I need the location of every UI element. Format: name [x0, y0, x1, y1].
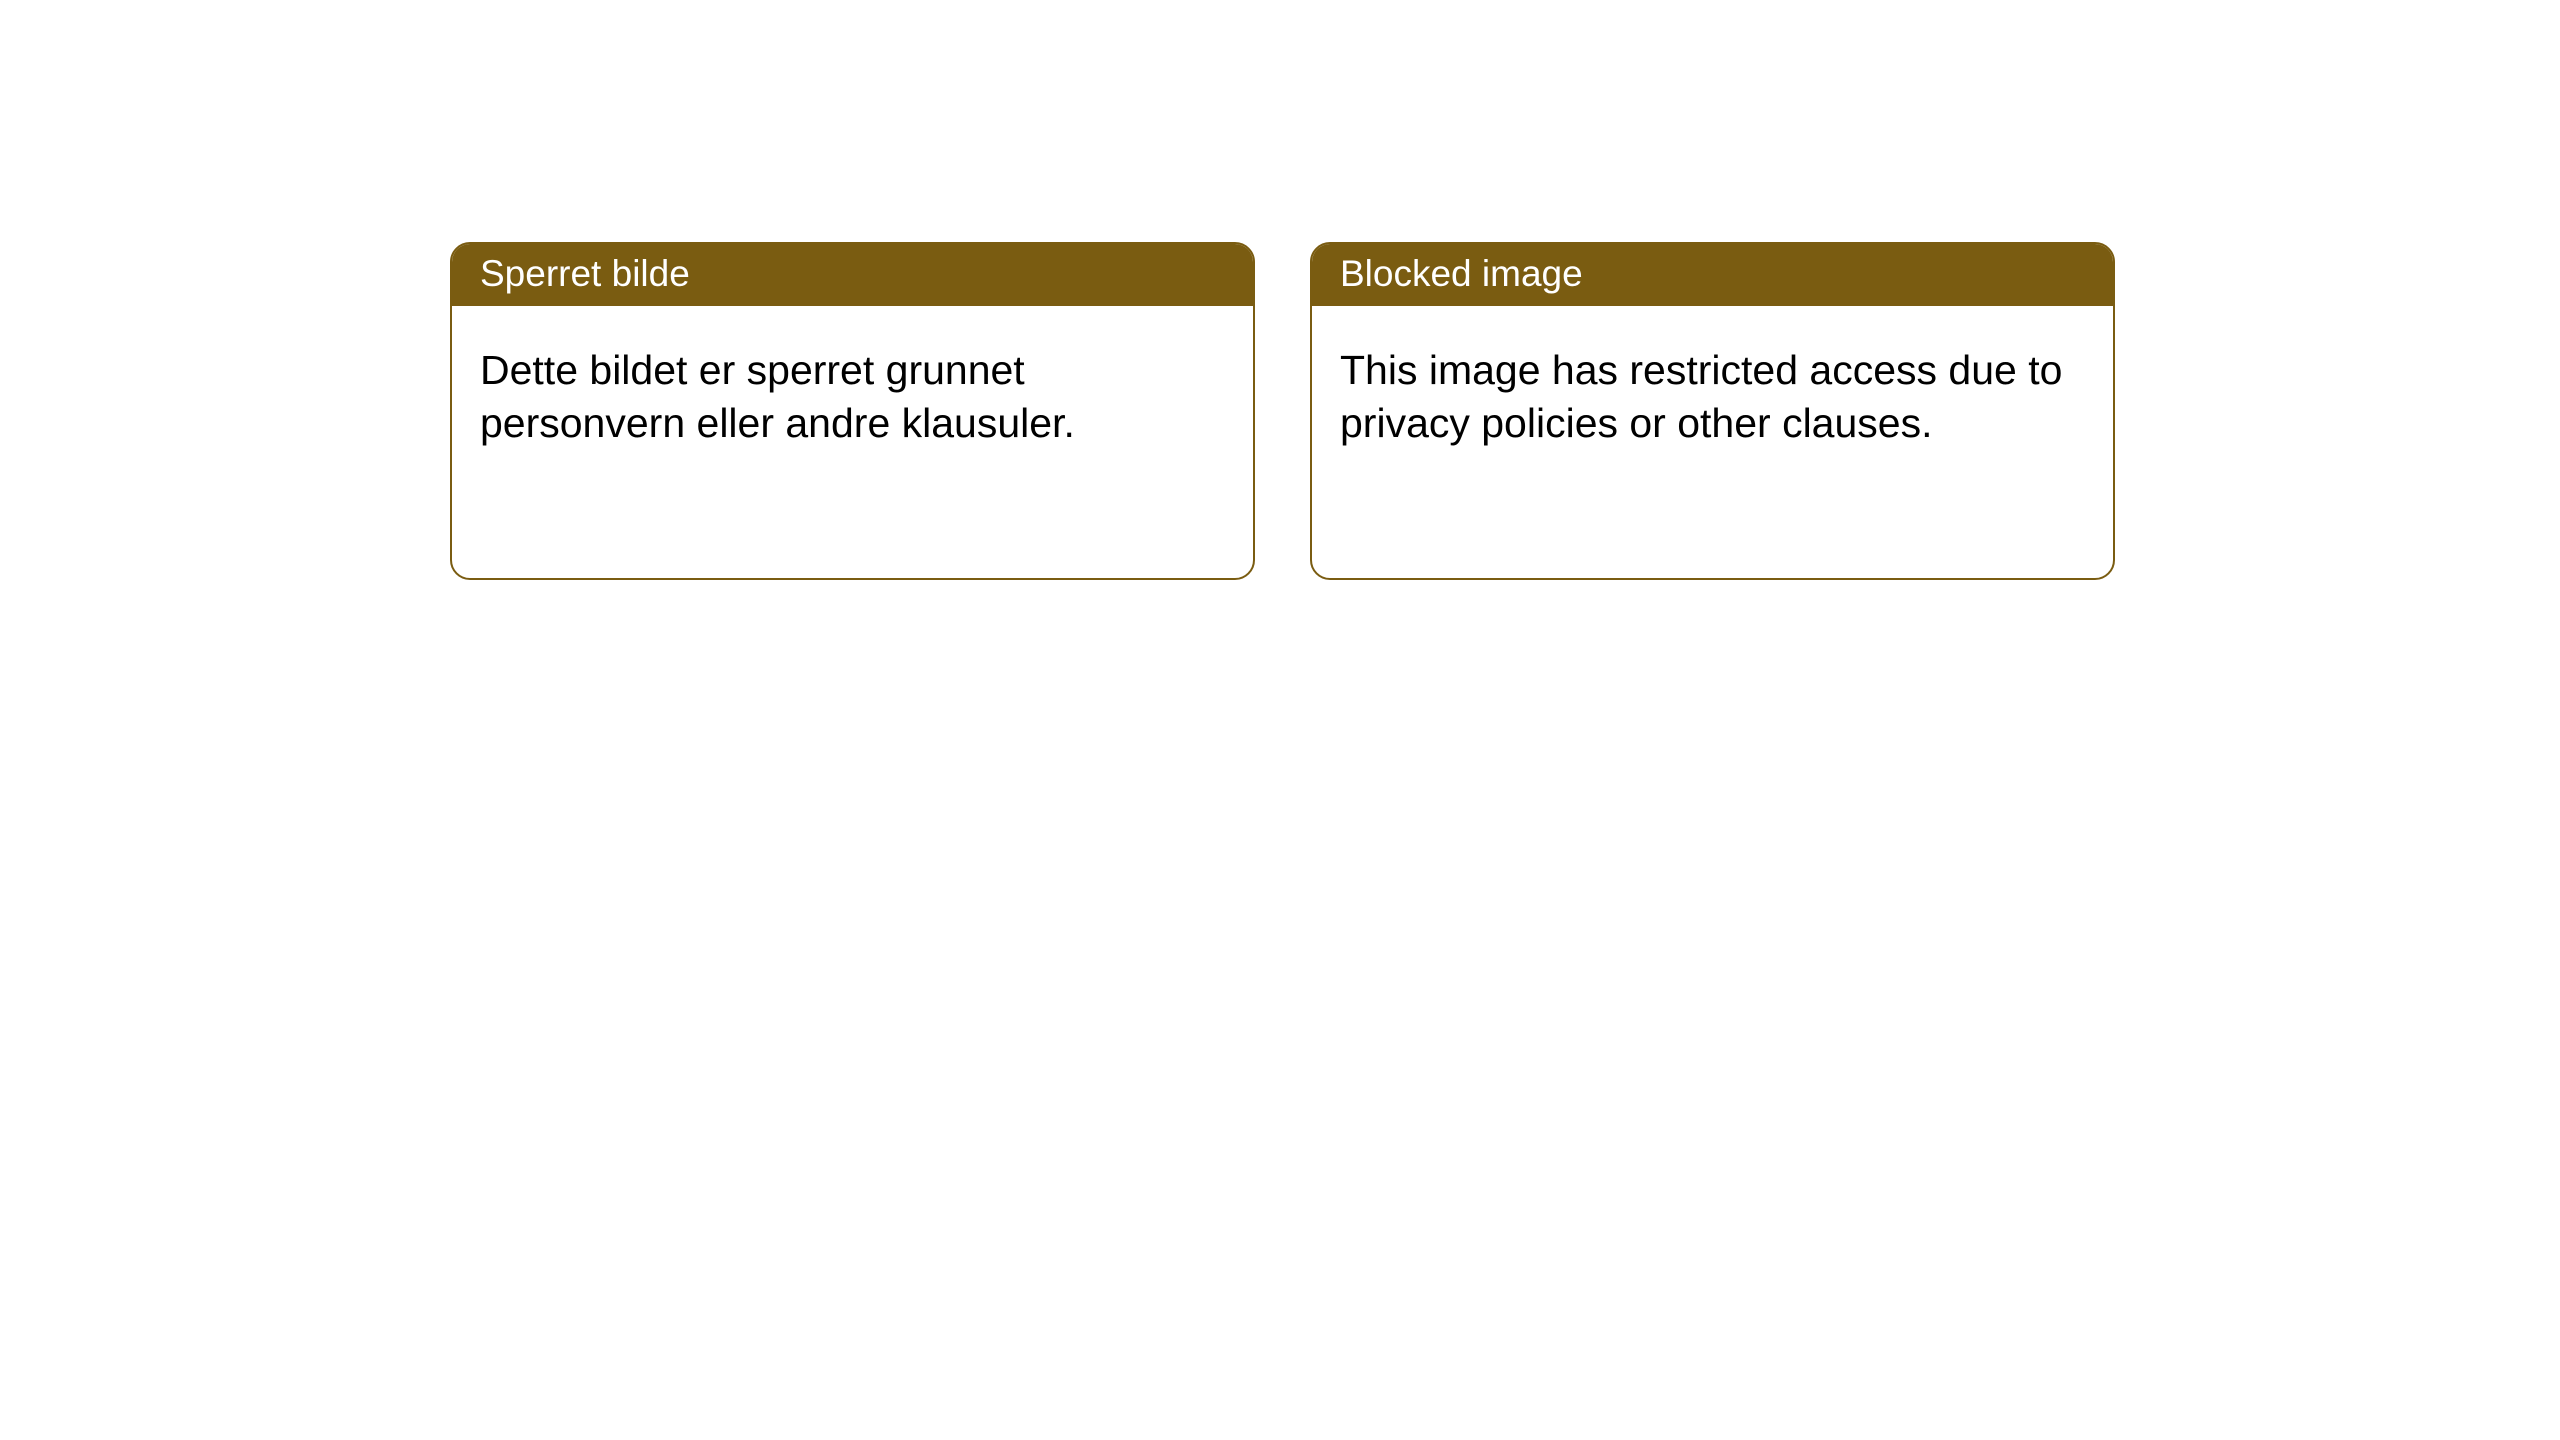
notice-title: Sperret bilde	[480, 253, 690, 294]
notice-body: Dette bildet er sperret grunnet personve…	[452, 306, 1253, 477]
notice-body: This image has restricted access due to …	[1312, 306, 2113, 477]
notice-card-english: Blocked image This image has restricted …	[1310, 242, 2115, 580]
notice-card-norwegian: Sperret bilde Dette bildet er sperret gr…	[450, 242, 1255, 580]
notice-container: Sperret bilde Dette bildet er sperret gr…	[450, 242, 2115, 580]
notice-title: Blocked image	[1340, 253, 1583, 294]
notice-header: Blocked image	[1312, 244, 2113, 306]
notice-message: Dette bildet er sperret grunnet personve…	[480, 347, 1075, 445]
notice-message: This image has restricted access due to …	[1340, 347, 2062, 445]
notice-header: Sperret bilde	[452, 244, 1253, 306]
